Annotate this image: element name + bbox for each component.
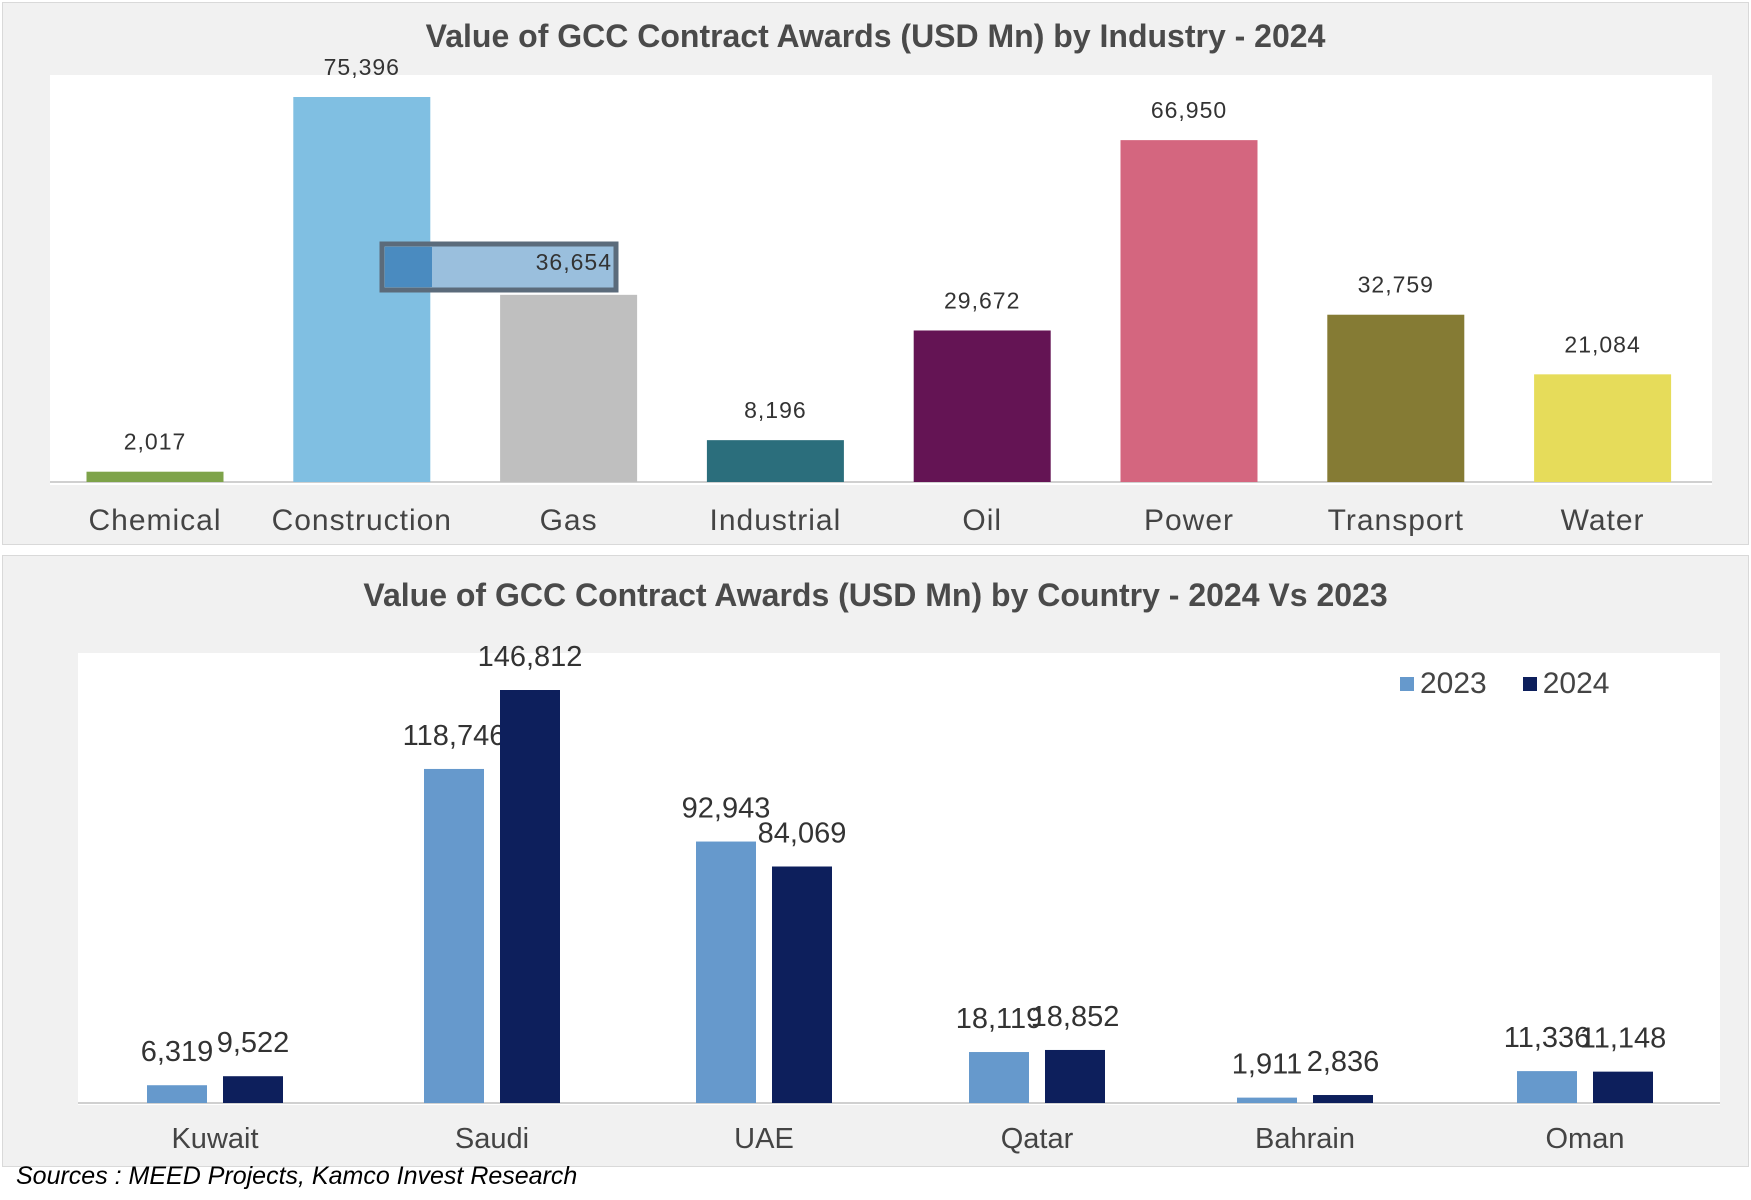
category-label-construction: Construction [272, 504, 452, 537]
country-legend: 2023 2024 [1400, 667, 1610, 701]
legend-item-2024: 2024 [1522, 667, 1610, 701]
value-label-kuwait-2023: 6,319 [141, 1036, 214, 1068]
bar-saudi-2023 [424, 768, 484, 1103]
category-label-kuwait: Kuwait [171, 1123, 258, 1155]
value-label-saudi-2024: 146,812 [478, 641, 583, 673]
bar-chemical [86, 471, 224, 482]
legend-swatch-2023 [1400, 677, 1414, 691]
bar-kuwait-2024 [223, 1076, 283, 1103]
value-label-chemical: 2,017 [124, 429, 187, 455]
legend-label-2024: 2024 [1542, 667, 1610, 700]
value-label-water: 21,084 [1564, 331, 1640, 357]
bar-gas [500, 294, 638, 482]
bar-uae-2023 [696, 841, 756, 1103]
value-label-construction: 75,396 [324, 54, 400, 80]
bar-kuwait-2023 [147, 1085, 207, 1103]
value-label-oman-2024: 11,148 [1580, 1023, 1667, 1055]
value-label-oman-2023: 11,336 [1504, 1022, 1591, 1054]
industry-chart-title: Value of GCC Contract Awards (USD Mn) by… [425, 18, 1326, 54]
bar-water [1534, 374, 1672, 482]
value-label-uae-2024: 84,069 [758, 818, 847, 850]
category-label-qatar: Qatar [1001, 1123, 1074, 1155]
value-label-power: 66,950 [1151, 97, 1227, 123]
bar-bahrain-2023 [1237, 1097, 1297, 1103]
bar-power [1120, 140, 1258, 482]
bar-oman-2024 [1593, 1071, 1653, 1103]
bar-qatar-2023 [969, 1052, 1029, 1103]
value-label-kuwait-2024: 9,522 [217, 1027, 290, 1059]
value-label-transport: 32,759 [1358, 272, 1434, 298]
bar-qatar-2024 [1045, 1049, 1105, 1103]
category-label-transport: Transport [1328, 504, 1464, 537]
value-label-qatar-2024: 18,852 [1031, 1001, 1120, 1033]
bar-uae-2024 [772, 866, 832, 1103]
bar-bahrain-2024 [1313, 1095, 1373, 1103]
value-label-qatar-2023: 18,119 [956, 1003, 1043, 1035]
value-label-bahrain-2023: 1,911 [1232, 1049, 1302, 1081]
category-label-power: Power [1144, 504, 1234, 537]
category-label-uae: UAE [734, 1123, 794, 1155]
bar-saudi-2024 [500, 690, 560, 1103]
bar-transport [1327, 314, 1465, 482]
value-label-saudi-2023: 118,746 [403, 720, 506, 752]
value-label-oil: 29,672 [944, 287, 1020, 313]
bar-oil [913, 330, 1051, 482]
legend-label-2023: 2023 [1420, 667, 1487, 700]
bar-oman-2023 [1517, 1071, 1577, 1103]
legend-item-2023: 2023 [1400, 667, 1487, 701]
category-label-oman: Oman [1546, 1123, 1625, 1155]
country-plot-area [78, 653, 1720, 1105]
category-label-water: Water [1561, 504, 1645, 537]
category-label-industrial: Industrial [710, 504, 842, 537]
category-label-gas: Gas [540, 504, 598, 537]
category-label-oil: Oil [962, 504, 1002, 537]
legend-swatch-2024 [1522, 677, 1537, 691]
source-note: Sources : MEED Projects, Kamco Invest Re… [16, 1162, 578, 1190]
value-label-uae-2023: 92,943 [682, 793, 771, 825]
country-chart-title: Value of GCC Contract Awards (USD Mn) by… [363, 577, 1388, 613]
value-label-industrial: 8,196 [744, 397, 807, 423]
bar-industrial [706, 440, 844, 482]
highlight-box-overlap-gas [385, 247, 432, 287]
category-label-saudi: Saudi [455, 1123, 529, 1155]
category-label-bahrain: Bahrain [1255, 1123, 1355, 1155]
category-label-chemical: Chemical [88, 504, 221, 537]
value-label-bahrain-2024: 2,836 [1307, 1046, 1380, 1078]
value-label-gas: 36,654 [536, 249, 612, 275]
